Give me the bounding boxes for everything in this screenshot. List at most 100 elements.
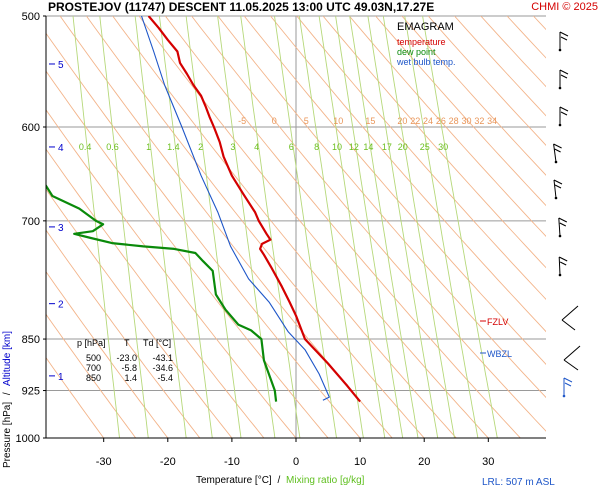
table-cell: -5.8 [121, 363, 137, 373]
x-axis-label-mixing: Mixing ratio [g/kg] [286, 475, 365, 486]
table-cell: -23.0 [116, 353, 137, 363]
dry-adiabat-line [560, 16, 600, 438]
y-axis-label-separator: / [2, 392, 13, 395]
mixing-ratio-label: 3 [230, 142, 235, 152]
wind-barb-flag [563, 359, 579, 371]
dry-adiabat-line [427, 16, 546, 146]
dry-adiabat-line [217, 16, 546, 399]
wind-barb-flag [559, 106, 569, 112]
mixing-ratio-label: 4 [254, 142, 259, 152]
altitude-tick-label: 4 [58, 143, 64, 154]
fzlv-label: FZLV [487, 317, 508, 327]
table-cell: 700 [86, 363, 101, 373]
mixing-ratio-label: 12 [349, 142, 359, 152]
mixing-ratio-label: 20 [398, 142, 408, 152]
altitude-tick-label: 3 [58, 223, 64, 234]
adiabat-label: 24 [423, 116, 433, 126]
wind-barb-flag [561, 319, 576, 331]
adiabat-label: -5 [238, 116, 246, 126]
dry-adiabat-line [46, 356, 105, 438]
pressure-tick-label: 925 [22, 386, 40, 398]
mixing-ratio-line [158, 16, 213, 438]
series-line-wet-bulb-temp [140, 16, 330, 401]
legend-wet-bulb: wet bulb temp. [396, 57, 456, 67]
wind-barb-icon [553, 143, 562, 164]
table-cell: 1.4 [124, 373, 137, 383]
dry-adiabat-line [533, 16, 546, 31]
mixing-ratio-line [318, 16, 386, 438]
wind-barb-icon [562, 377, 573, 398]
pressure-tick-label: 700 [22, 216, 40, 228]
wind-barb-staff [558, 217, 561, 237]
wind-barb-staff [561, 305, 579, 321]
dry-adiabat-line [296, 16, 546, 300]
dry-adiabat-line [454, 16, 546, 117]
dry-adiabat-line [401, 16, 546, 176]
mixing-ratio-label: 0.6 [106, 142, 119, 152]
dry-adiabat-line [348, 16, 546, 237]
wind-barb-icon [563, 345, 581, 371]
altitude-tick-label: 5 [58, 60, 64, 71]
dry-adiabat-line [46, 148, 265, 438]
table-header-t: T [124, 338, 130, 348]
axes-layer: -5 0 5 10 15 20 22 24 26 28 30 32 340.4 0.6 1 1.4 2 3 4 6 8 1… [16, 11, 546, 468]
wind-barb-icon [558, 256, 568, 277]
wind-barbs-layer [553, 31, 581, 398]
wind-barb-icon [558, 69, 569, 90]
mixing-ratio-label: 10 [332, 142, 342, 152]
sounding-table: p [hPa] T Td [°C] 500 -23.0 -43.1 700 -5… [77, 338, 173, 383]
mixing-ratio-label: 0.4 [79, 142, 92, 152]
mixing-ratio-label: 14 [363, 142, 373, 152]
wbzl-label: WBZL [487, 349, 512, 359]
mixing-ratio-line [99, 16, 149, 438]
mixing-ratio-label: 6 [289, 142, 294, 152]
wind-barb-flag [560, 74, 568, 79]
wind-barb-dot [562, 394, 566, 398]
wind-barb-flag [559, 31, 569, 37]
series-line-temperature [147, 16, 361, 403]
series-line-dew-point [46, 183, 278, 402]
pressure-tick-label: 600 [22, 122, 40, 134]
y-axis-label-pressure: Pressure [hPa] [2, 402, 13, 468]
wind-barb-flag [554, 148, 561, 153]
wind-barb-icon [558, 31, 569, 52]
adiabat-label: 34 [487, 116, 497, 126]
wind-barb-staff [563, 345, 581, 361]
dry-adiabat-line [375, 16, 546, 207]
pressure-tick-label: 500 [22, 11, 40, 23]
mixing-ratio-label: 30 [438, 142, 448, 152]
wind-barb-flag [559, 222, 567, 227]
svg-text:Pressure [hPa] / A: Pressure [hPa] / Altitude [km] [2, 331, 13, 468]
adiabat-label: 0 [272, 116, 277, 126]
x-axis-label-temperature: Temperature [°C] [196, 475, 272, 486]
dry-adiabat-line [243, 16, 546, 365]
adiabat-label: 30 [462, 116, 472, 126]
dry-adiabat-line [46, 270, 169, 438]
table-cell: 850 [86, 373, 101, 383]
wind-barb-staff [553, 143, 557, 163]
dry-adiabat-line [506, 16, 546, 59]
mixing-ratio-line [240, 16, 301, 438]
wind-barb-dot [554, 196, 558, 200]
mixing-ratio-label: 2 [198, 142, 203, 152]
table-header-p: p [hPa] [77, 338, 106, 348]
table-header-td: Td [°C] [143, 338, 171, 348]
mixing-ratio-line [367, 16, 439, 438]
mixing-ratio-label: 1.4 [167, 142, 180, 152]
wind-barb-flag [564, 382, 572, 387]
credit-label: CHMI © 2025 [531, 1, 598, 13]
wind-barb-dot [558, 48, 562, 52]
mixing-ratio-label: 8 [314, 142, 319, 152]
temperature-tick-label: 0 [293, 456, 299, 468]
adiabat-label: 5 [304, 116, 309, 126]
wind-barb-dot [554, 160, 558, 164]
pressure-tick-label: 1000 [16, 433, 40, 445]
x-axis-label-separator: / [277, 475, 280, 486]
dry-adiabat-line [46, 229, 201, 438]
mixing-ratio-label: 25 [420, 142, 430, 152]
wind-barb-flag [553, 179, 563, 185]
table-cell: -34.6 [152, 363, 173, 373]
wind-barb-dot [558, 123, 562, 127]
dry-adiabat-line [138, 16, 489, 438]
